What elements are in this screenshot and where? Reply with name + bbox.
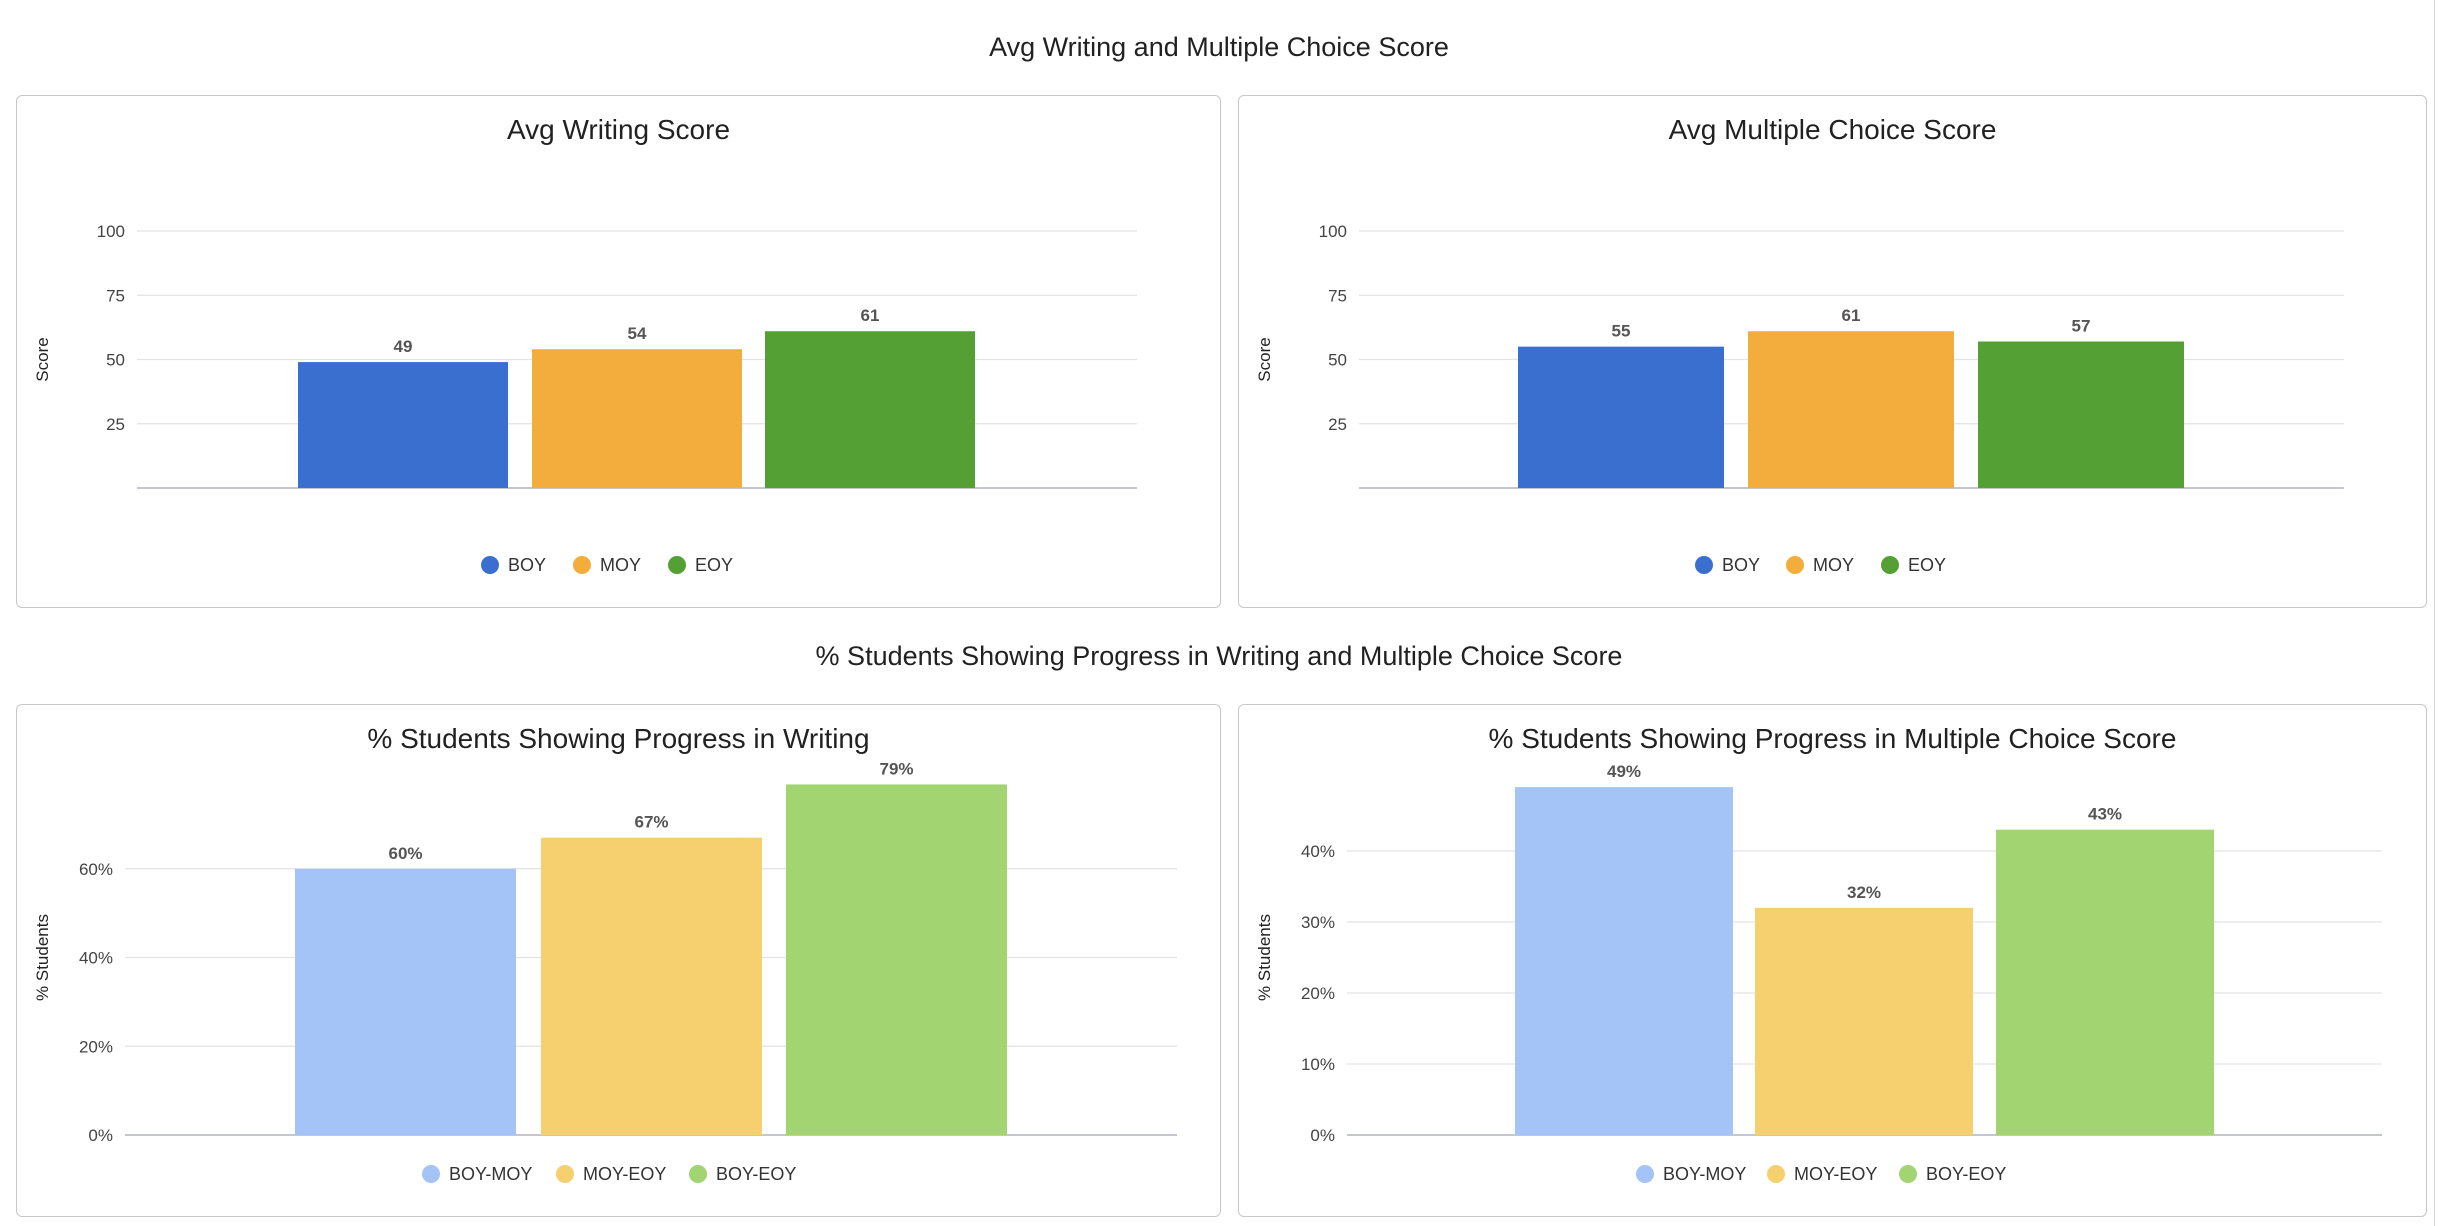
y-tick-label: 60% [79,860,113,879]
section-title-avg-scores: Avg Writing and Multiple Choice Score [989,32,1449,62]
y-axis-title: % Students [33,914,52,1001]
legend-swatch [1767,1165,1785,1183]
data-label: 55 [1612,322,1631,341]
bar-boy [298,362,508,488]
y-axis-title: Score [1255,337,1274,381]
legend-label: EOY [695,555,733,575]
chart-card-avg-multiple-choice: Avg Multiple Choice Score 25 50 75 100 Score… [1238,95,2427,608]
y-tick-label: 0% [1310,1126,1335,1145]
bar-moy [1748,331,1954,488]
legend-swatch [1899,1165,1917,1183]
legend-swatch [689,1165,707,1183]
y-tick-label: 25 [106,415,125,434]
y-tick-label: 10% [1301,1055,1335,1074]
legend-label: MOY [600,555,641,575]
legend-swatch [1881,556,1899,574]
legend-label: MOY-EOY [1794,1164,1877,1184]
legend-swatch [1636,1165,1654,1183]
legend-swatch [481,556,499,574]
legend-swatch [1786,556,1804,574]
data-label: 61 [861,306,880,325]
y-tick-label: 40% [79,949,113,968]
legend-label: BOY-EOY [716,1164,796,1184]
data-label: 67% [634,813,668,832]
legend-label: MOY [1813,555,1854,575]
data-label: 49 [394,337,413,356]
data-label: 54 [628,324,647,343]
chart-title: % Students Showing Progress in Writing [367,723,870,754]
chart-title: Avg Multiple Choice Score [1668,114,1997,145]
y-tick-label: 50 [106,351,125,370]
legend-label: MOY-EOY [583,1164,666,1184]
chart-svg-avg-writing: 25 50 75 100 Score 49 54 61 BOY MOY EOY [33,222,1137,575]
legend-swatch [422,1165,440,1183]
y-tick-label: 100 [1319,222,1347,241]
page-edge-divider [2434,0,2435,1226]
legend-label: BOY [508,555,546,575]
chart-title: % Students Showing Progress in Multiple … [1488,723,2177,754]
bar-boy [1518,346,1724,488]
data-label: 61 [1842,306,1861,325]
data-label: 43% [2088,805,2122,824]
legend-label: EOY [1908,555,1946,575]
chart-svg-avg-multiple-choice: 25 50 75 100 Score 55 61 57 BOY MOY EOY [1255,222,2344,575]
chart-svg-progress-writing: 0% 20% 40% 60% % Students 60% 67% 79% BOY-MOY MOY… [33,759,1177,1184]
section-title-progress: % Students Showing Progress in Writing a… [815,641,1623,671]
data-label: 60% [388,844,422,863]
legend-label: BOY [1722,555,1760,575]
y-tick-label: 40% [1301,842,1335,861]
y-tick-label: 75 [1328,286,1347,305]
y-axis-title: Score [33,337,52,381]
legend-swatch [573,556,591,574]
data-label: 79% [879,759,913,778]
y-axis-title: % Students [1255,914,1274,1001]
legend-swatch [556,1165,574,1183]
chart-card-progress-multiple-choice: % Students Showing Progress in Multiple … [1238,704,2427,1217]
y-tick-label: 20% [79,1037,113,1056]
chart-svg-progress-multiple-choice: 0% 10% 20% 30% 40% % Students 49% 32% 43% BOY-MOY… [1255,762,2382,1184]
data-label: 32% [1847,883,1881,902]
y-tick-label: 0% [88,1126,113,1145]
data-label: 49% [1607,762,1641,781]
chart-title: Avg Writing Score [506,114,731,145]
y-tick-label: 100 [97,222,125,241]
bar-moy [532,349,742,488]
bar-boy-moy [1515,787,1733,1135]
y-tick-label: 20% [1301,984,1335,1003]
y-tick-label: 25 [1328,415,1347,434]
data-label: 57 [2072,317,2091,336]
bar-moy-eoy [541,837,762,1135]
legend-label: BOY-EOY [1926,1164,2006,1184]
bar-eoy [765,331,975,488]
legend-label: BOY-MOY [1663,1164,1746,1184]
bar-moy-eoy [1755,907,1973,1135]
legend-swatch [1695,556,1713,574]
bar-boy-moy [295,868,516,1135]
bar-boy-eoy [786,784,1007,1135]
legend-swatch [668,556,686,574]
legend-label: BOY-MOY [449,1164,532,1184]
chart-card-avg-writing: Avg Writing Score 25 50 75 100 Score 49 54 61 BO… [16,95,1221,608]
bar-boy-eoy [1996,829,2214,1135]
y-tick-label: 50 [1328,351,1347,370]
y-tick-label: 75 [106,286,125,305]
y-tick-label: 30% [1301,913,1335,932]
chart-card-progress-writing: % Students Showing Progress in Writing 0… [16,704,1221,1217]
bar-eoy [1978,341,2184,488]
